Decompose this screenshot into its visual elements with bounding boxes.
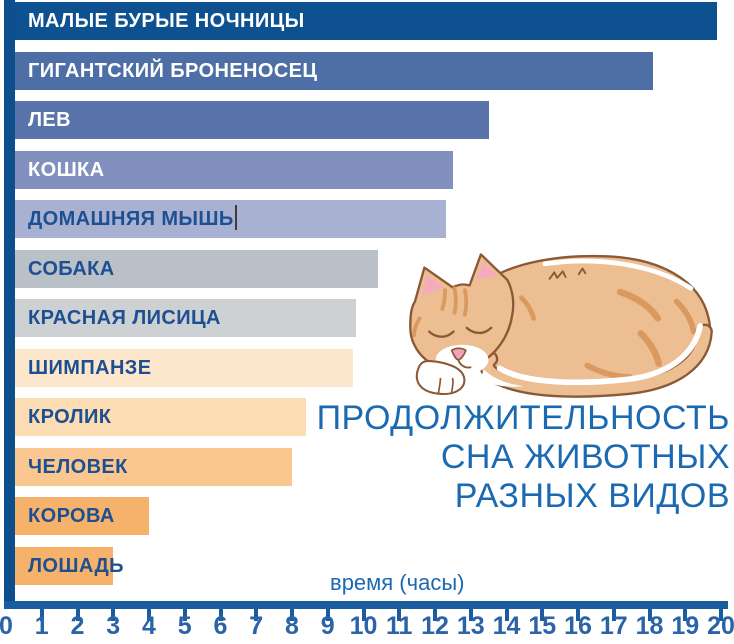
bar-label: ЛЕВ: [28, 109, 72, 131]
tick-label: 4: [142, 612, 156, 640]
tick-mark: [540, 609, 545, 621]
chart-title-line: ПРОДОЛЖИТЕЛЬНОСТЬ: [316, 399, 730, 437]
tick-label: 3: [106, 612, 121, 640]
tick-label: 11: [386, 612, 413, 640]
bar-label: ДОМАШНЯЯ МЫШЬ: [15, 200, 238, 238]
tick-label: 14: [492, 612, 521, 640]
tick-label: 7: [249, 612, 264, 640]
tick-label: 1: [34, 612, 49, 640]
tick-mark: [325, 609, 330, 621]
tick-mark: [111, 609, 116, 621]
bar-label: ЧЕЛОВЕК: [28, 455, 128, 478]
bar: ШИМПАНЗЕ: [15, 348, 353, 387]
bar: ЛЕВ: [15, 101, 489, 139]
bar-label: ГИГАНТСКИЙ БРОНЕНОСЕЦ: [28, 59, 318, 82]
tick-mark: [647, 609, 652, 621]
tick-label: 5: [177, 612, 192, 640]
tick-mark: [433, 609, 437, 621]
tick-label: 20: [707, 612, 734, 640]
bar: КРАСНАЯ ЛИСИЦА: [15, 299, 357, 337]
tick-mark: [218, 609, 223, 621]
tick-label: 17: [599, 612, 628, 640]
cat-nose: [450, 347, 467, 361]
tick-mark: [361, 609, 366, 621]
tick-label: 0: [0, 612, 13, 640]
bar-label: ЛОШАДЬ: [28, 554, 124, 577]
tick-mark: [719, 609, 723, 621]
tick-label: 8: [285, 612, 299, 640]
tick-mark: [147, 609, 151, 621]
bar-label: КРОЛИК: [28, 406, 112, 428]
tick-label: 12: [421, 612, 449, 640]
tick-label: 13: [456, 612, 485, 640]
bar: ЛОШАДЬ: [15, 546, 124, 585]
chart-title-line: РАЗНЫХ ВИДОВ: [454, 477, 730, 515]
tick-mark: [75, 609, 80, 621]
text-cursor: [234, 205, 237, 230]
tick-label: 19: [671, 612, 700, 640]
tick-mark: [504, 609, 509, 621]
bar-label: КОРОВА: [28, 505, 115, 527]
bar-label: ШИМПАНЗЕ: [28, 356, 152, 379]
tick-label: 10: [349, 612, 378, 640]
cat-ear-inner-left: [421, 275, 445, 296]
bar: ГИГАНТСКИЙ БРОНЕНОСЕЦ: [15, 51, 654, 90]
chart-title-line: СНА ЖИВОТНЫХ: [440, 438, 730, 476]
tick-label: 15: [528, 612, 557, 640]
tick-mark: [290, 609, 294, 621]
tick-label: 16: [564, 612, 592, 640]
bar-label: СОБАКА: [28, 257, 115, 280]
tick-mark: [468, 609, 473, 621]
y-axis-line: [4, 0, 15, 609]
tick-label: 18: [635, 612, 664, 640]
tick-label: 2: [70, 612, 85, 640]
bar-label: МАЛЫЕ БУРЫЕ НОЧНИЦЫ: [28, 10, 305, 32]
bar-label: КРАСНАЯ ЛИСИЦА: [28, 307, 221, 329]
tick-label: 9: [320, 612, 335, 640]
cat-ear-inner-right: [476, 261, 498, 279]
tick-mark: [611, 609, 616, 621]
tick-mark: [397, 609, 402, 621]
bar: КОШКА: [15, 150, 453, 189]
tick-mark: [182, 609, 187, 621]
bar: КОРОВА: [15, 497, 149, 535]
tick-mark: [683, 609, 688, 621]
tick-label: 6: [213, 612, 228, 640]
bar: ДОМАШНЯЯ МЫШЬ: [15, 200, 446, 238]
tick-mark: [576, 609, 580, 621]
bar-label: КОШКА: [28, 158, 105, 181]
cat-stripes: [519, 288, 697, 380]
bar: МАЛЫЕ БУРЫЕ НОЧНИЦЫ: [15, 2, 718, 40]
x-axis-line: [4, 601, 728, 609]
x-axis-title: время (часы): [330, 570, 465, 595]
cat-closed-eyes: [427, 326, 493, 338]
bar: ЧЕЛОВЕК: [15, 447, 292, 486]
bar: СОБАКА: [15, 249, 378, 288]
sleeping-cat-illustration: [409, 253, 713, 398]
tick-mark: [254, 609, 259, 621]
tick-mark: [39, 609, 44, 621]
bar: КРОЛИК: [15, 398, 307, 436]
chart-title: ПРОДОЛЖИТЕЛЬНОСТЬ СНА ЖИВОТНЫХ РАЗНЫХ ВИ…: [317, 399, 730, 516]
